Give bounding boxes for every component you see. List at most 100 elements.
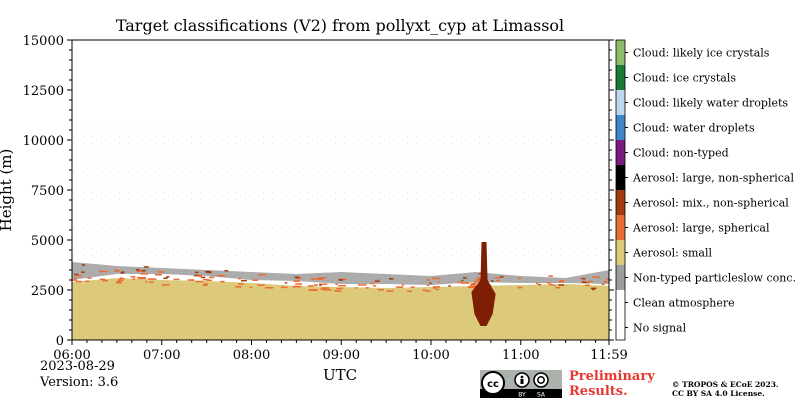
speckle [535, 282, 539, 285]
speckle [257, 284, 265, 286]
speckle [258, 273, 266, 276]
colorbar-label: Aerosol: small [632, 247, 712, 260]
preliminary-line2: Results. [569, 384, 628, 399]
speckle [490, 280, 494, 282]
speckle [99, 278, 106, 281]
speckle [592, 276, 601, 278]
speckle [238, 277, 241, 280]
colorbar-swatch [616, 115, 625, 140]
speckle [145, 281, 148, 283]
speckle [338, 284, 347, 287]
colorbar-swatch [616, 215, 625, 240]
colorbar-swatch [616, 90, 625, 115]
cc-by-sa-icon: cc BY SA [480, 370, 562, 398]
speckle [121, 271, 124, 274]
speckle [395, 286, 404, 288]
speckle [590, 287, 597, 290]
colorbar-frame [615, 39, 626, 341]
speckle [582, 278, 586, 280]
x-axis-label: UTC [323, 366, 357, 384]
colorbar-label: Aerosol: mix., non-spherical [632, 197, 789, 210]
speckle [220, 280, 225, 283]
speckle [407, 290, 412, 293]
speckle [119, 277, 123, 279]
speckle [74, 273, 79, 276]
colorbar-label: Cloud: ice crystals [633, 72, 736, 85]
measurement-date: 2023-08-29 [40, 359, 115, 374]
speckle [80, 271, 85, 273]
x-tick-label: 09:00 [323, 348, 360, 363]
sparse-noise [72, 120, 609, 260]
colorbar-swatch [616, 240, 625, 265]
speckle [98, 270, 108, 273]
colorbar-label: Non-typed particleslow conc. [633, 272, 796, 285]
colorbar-label: Aerosol: large, spherical [632, 222, 770, 235]
speckle [284, 282, 288, 284]
copyright-credit: © TROPOS & ECoE 2023. CC BY SA 4.0 Licen… [672, 380, 779, 398]
speckle [587, 281, 590, 284]
speckle [374, 280, 380, 282]
speckle [410, 286, 415, 288]
colorbar-label: Cloud: likely ice crystals [633, 47, 770, 60]
speckle [338, 279, 344, 281]
speckle [161, 284, 170, 286]
layer-aerosol-mix-non-spherical [471, 242, 496, 326]
speckle [369, 282, 375, 285]
speckle [386, 290, 394, 292]
speckle [475, 279, 481, 281]
speckle [588, 280, 593, 283]
speckle [252, 279, 259, 281]
speckle [143, 266, 149, 268]
speckle [203, 283, 209, 285]
colorbar-swatch [616, 290, 625, 315]
version-label: Version: 3.6 [40, 375, 119, 390]
y-tick-label: 0 [56, 334, 64, 349]
speckle [496, 279, 501, 282]
layer-non-typed-particles [72, 262, 609, 285]
x-tick-label: 06:00 [53, 348, 90, 363]
speckle [500, 276, 504, 278]
speckle [478, 272, 483, 275]
speckle [154, 273, 162, 276]
speckle [118, 279, 122, 281]
y-tick-label: 5000 [31, 234, 64, 249]
speckle [310, 278, 318, 280]
speckle [317, 278, 324, 280]
speckle [157, 271, 164, 273]
speckle [203, 278, 209, 281]
speckle [173, 278, 180, 281]
speckle [319, 284, 322, 286]
speckle [235, 286, 242, 288]
speckle [355, 287, 358, 289]
credit-line2: CC BY SA 4.0 License. [672, 389, 765, 398]
speckle [425, 290, 431, 292]
speckle [494, 276, 501, 279]
colorbar-label: Cloud: likely water droplets [633, 97, 788, 110]
y-axis-label: Height (m) [0, 149, 15, 232]
speckle [206, 271, 212, 274]
colorbar-swatch [616, 140, 625, 165]
y-tick-label: 12500 [23, 84, 64, 99]
speckle [460, 282, 470, 284]
colorbar-label: Cloud: non-typed [633, 147, 729, 160]
speckle [72, 279, 78, 281]
speckle [603, 280, 607, 283]
x-tick-label: 11:00 [502, 348, 539, 363]
speckle [132, 278, 136, 280]
colorbar-swatch [616, 190, 625, 215]
speckle [457, 281, 461, 284]
speckle [240, 279, 247, 282]
speckle [365, 287, 369, 289]
speckle [429, 282, 432, 284]
speckle [87, 277, 92, 279]
speckle [114, 269, 119, 271]
speckle [319, 283, 328, 285]
speckle [195, 280, 204, 283]
speckle [149, 281, 154, 284]
speckle [422, 289, 427, 291]
speckle [198, 275, 202, 278]
speckle [470, 283, 477, 286]
x-tick-label: 10:00 [412, 348, 449, 363]
speckle [401, 284, 405, 286]
speckle [318, 277, 327, 279]
